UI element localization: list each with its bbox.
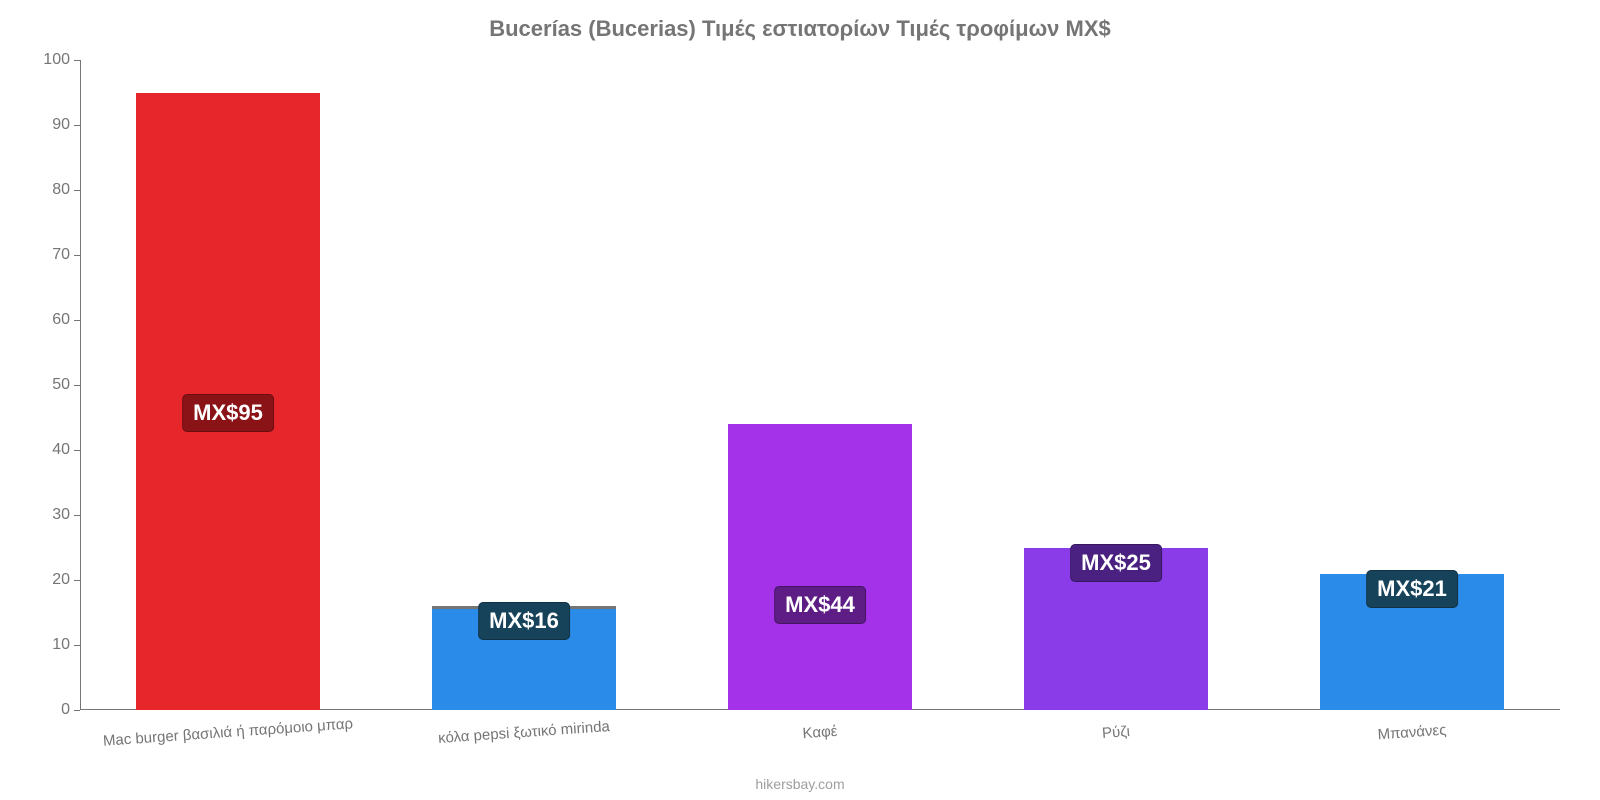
y-tick-mark [74, 710, 80, 711]
value-badge: MX$95 [182, 394, 274, 432]
plot-area: 0102030405060708090100Mac burger βασιλιά… [80, 60, 1560, 710]
y-tick-mark [74, 450, 80, 451]
y-tick-mark [74, 320, 80, 321]
y-tick-mark [74, 60, 80, 61]
chart-title: Bucerías (Bucerias) Τιμές εστιατορίων Τι… [0, 0, 1600, 42]
x-category-label: κόλα pepsi ξωτικό mirinda [438, 718, 611, 747]
x-category-label: Μπανάνες [1377, 722, 1447, 744]
value-badge: MX$44 [774, 586, 866, 624]
y-axis [80, 60, 81, 710]
y-tick-label: 50 [20, 376, 80, 394]
value-badge: MX$21 [1366, 570, 1458, 608]
y-tick-label: 0 [20, 701, 80, 719]
y-tick-mark [74, 645, 80, 646]
y-tick-label: 60 [20, 311, 80, 329]
y-tick-label: 80 [20, 181, 80, 199]
value-badge: MX$16 [478, 602, 570, 640]
y-tick-label: 30 [20, 506, 80, 524]
y-tick-mark [74, 515, 80, 516]
x-category-label: Καφέ [802, 723, 838, 742]
x-category-label: Mac burger βασιλιά ή παρόμοιο μπαρ [102, 715, 353, 749]
watermark: hikersbay.com [755, 776, 844, 792]
y-tick-label: 20 [20, 571, 80, 589]
y-tick-label: 100 [20, 51, 80, 69]
bar [728, 424, 912, 710]
y-tick-label: 10 [20, 636, 80, 654]
x-category-label: Ρύζι [1101, 723, 1130, 742]
y-tick-mark [74, 255, 80, 256]
y-tick-mark [74, 125, 80, 126]
y-tick-label: 90 [20, 116, 80, 134]
y-tick-label: 40 [20, 441, 80, 459]
y-tick-mark [74, 190, 80, 191]
chart-container: Bucerías (Bucerias) Τιμές εστιατορίων Τι… [0, 0, 1600, 800]
value-badge: MX$25 [1070, 544, 1162, 582]
y-tick-mark [74, 385, 80, 386]
y-tick-mark [74, 580, 80, 581]
y-tick-label: 70 [20, 246, 80, 264]
